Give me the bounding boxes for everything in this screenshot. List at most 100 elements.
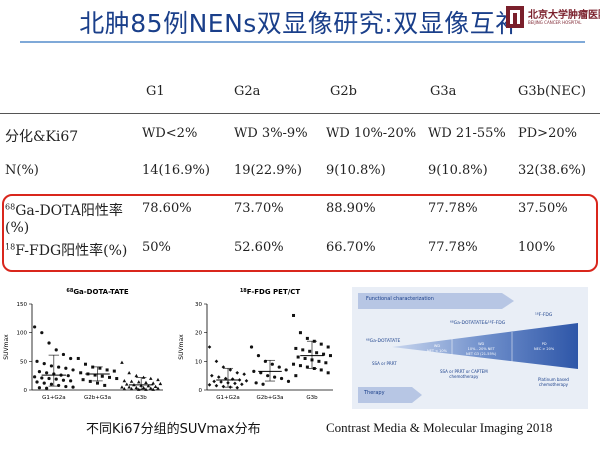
diagram-text: 10% - 20% NET bbox=[467, 347, 495, 351]
data-point bbox=[54, 348, 58, 352]
data-point bbox=[256, 354, 261, 358]
data-point bbox=[298, 331, 302, 335]
data-point bbox=[298, 364, 302, 368]
diagram-both-label: ⁶⁸Ga-DOTATATE&¹⁸F-FDG bbox=[450, 321, 506, 326]
x-tick-label: G1+G2a bbox=[216, 395, 240, 401]
data-point bbox=[207, 383, 212, 387]
ga-suvmax-chart: 68Ga-DOTA-TATE SUVmax 0 50 100 150 G1+G2a G2b+G… bbox=[3, 288, 163, 401]
data-point bbox=[42, 362, 46, 366]
data-point bbox=[279, 376, 284, 381]
y-tick-label: 10 bbox=[195, 359, 202, 365]
data-point bbox=[240, 382, 244, 387]
diagram-text: NEC > 20% bbox=[534, 347, 555, 351]
diagram-text: Platinum based bbox=[538, 377, 569, 382]
data-point bbox=[151, 381, 155, 385]
data-point bbox=[261, 382, 265, 386]
table-cell: 32(38.6%) bbox=[518, 163, 586, 178]
diagram-text: NET G3 (21-55%) bbox=[466, 352, 497, 356]
isotope-superscript: 68 bbox=[5, 202, 16, 212]
data-point bbox=[69, 379, 73, 383]
y-tick-label: 0 bbox=[24, 388, 28, 394]
data-point bbox=[71, 368, 75, 372]
data-point bbox=[127, 371, 131, 375]
data-point bbox=[266, 374, 270, 378]
chart-title-sup: 68 bbox=[66, 288, 73, 294]
data-point bbox=[292, 362, 296, 366]
data-point bbox=[122, 387, 127, 391]
x-tick-label: G3b bbox=[306, 395, 318, 401]
diagram-wd1: WD NET < 10% bbox=[427, 344, 447, 354]
col-header-g1: G1 bbox=[146, 84, 165, 99]
citation: Contrast Media & Molecular Imaging 2018 bbox=[326, 420, 553, 435]
slide-title: 北肿85例NENs双显像研究:双显像互补 bbox=[79, 9, 521, 38]
diagram-text: SSA or PRRT or CAPTEM bbox=[440, 369, 488, 374]
data-point bbox=[144, 380, 148, 384]
data-point bbox=[223, 376, 228, 381]
data-point bbox=[76, 356, 80, 360]
data-point bbox=[124, 382, 129, 386]
data-point bbox=[286, 379, 291, 383]
table-cell: 37.50% bbox=[518, 201, 568, 216]
data-point bbox=[259, 371, 263, 375]
table-cell: 14(16.9%) bbox=[142, 163, 210, 178]
diagram-fdg-label: ¹⁸F-FDG bbox=[535, 313, 553, 318]
y-tick-label: 20 bbox=[195, 331, 202, 337]
data-point bbox=[40, 376, 44, 380]
data-point bbox=[96, 381, 99, 385]
table-cell: 66.70% bbox=[326, 240, 376, 255]
table-cell: PD>20% bbox=[518, 126, 577, 141]
data-point bbox=[148, 386, 153, 390]
table-cell: 100% bbox=[518, 240, 556, 255]
data-point bbox=[212, 379, 216, 384]
data-point bbox=[277, 365, 281, 369]
data-point bbox=[122, 379, 127, 383]
data-point bbox=[35, 380, 39, 384]
data-point bbox=[57, 383, 61, 388]
y-tick-label: 0 bbox=[199, 388, 203, 394]
data-point bbox=[315, 351, 319, 355]
data-point bbox=[328, 354, 332, 358]
hospital-logo: 北京大学肿瘤医院 BEIJING CANCER HOSPITAL bbox=[505, 2, 600, 34]
table-cell: 77.78% bbox=[428, 240, 478, 255]
table-cell: 88.90% bbox=[326, 201, 376, 216]
data-point bbox=[326, 371, 330, 375]
data-point bbox=[216, 375, 221, 379]
functional-diagram: Functional characterization Therapy ⁶⁸Ga… bbox=[352, 287, 588, 409]
data-point bbox=[319, 368, 323, 372]
row-label-fdg-positive: 18F-FDG阳性率(%) bbox=[5, 240, 127, 260]
data-point bbox=[214, 383, 219, 388]
data-point bbox=[61, 378, 66, 382]
data-point bbox=[228, 368, 233, 372]
data-point bbox=[33, 375, 37, 379]
data-point bbox=[61, 352, 66, 357]
data-point bbox=[88, 379, 92, 383]
data-point bbox=[141, 375, 146, 379]
table-cell: 9(10.8%) bbox=[428, 163, 488, 178]
chart-title-main: Ga-DOTA-TATE bbox=[73, 288, 129, 296]
highlight-box bbox=[2, 194, 598, 272]
diagram-text: chemotherapy bbox=[449, 374, 479, 379]
data-point bbox=[148, 376, 153, 380]
table-header-rule bbox=[0, 113, 600, 114]
data-point bbox=[83, 362, 87, 366]
data-point bbox=[35, 359, 39, 363]
chart-title-sup: 18 bbox=[240, 288, 247, 294]
data-point bbox=[112, 369, 116, 373]
data-point bbox=[71, 385, 75, 389]
isotope-superscript: 18 bbox=[5, 242, 16, 252]
row-label-n: N(%) bbox=[5, 163, 39, 178]
data-point bbox=[254, 381, 258, 385]
diagram-text: WD bbox=[433, 344, 441, 348]
table-cell: 19(22.9%) bbox=[234, 163, 302, 178]
y-tick-label: 50 bbox=[20, 359, 27, 365]
row-label-text: F-FDG阳性率(%) bbox=[15, 243, 128, 259]
data-point bbox=[273, 375, 277, 379]
data-point bbox=[296, 355, 300, 359]
data-point bbox=[134, 385, 139, 390]
data-point bbox=[303, 356, 307, 360]
data-point bbox=[57, 365, 61, 369]
chart-title-main: F-FDG PET/CT bbox=[247, 288, 301, 296]
logo-text: 北京大学肿瘤医院 bbox=[528, 10, 600, 21]
data-point bbox=[317, 359, 321, 363]
data-point bbox=[301, 348, 305, 352]
